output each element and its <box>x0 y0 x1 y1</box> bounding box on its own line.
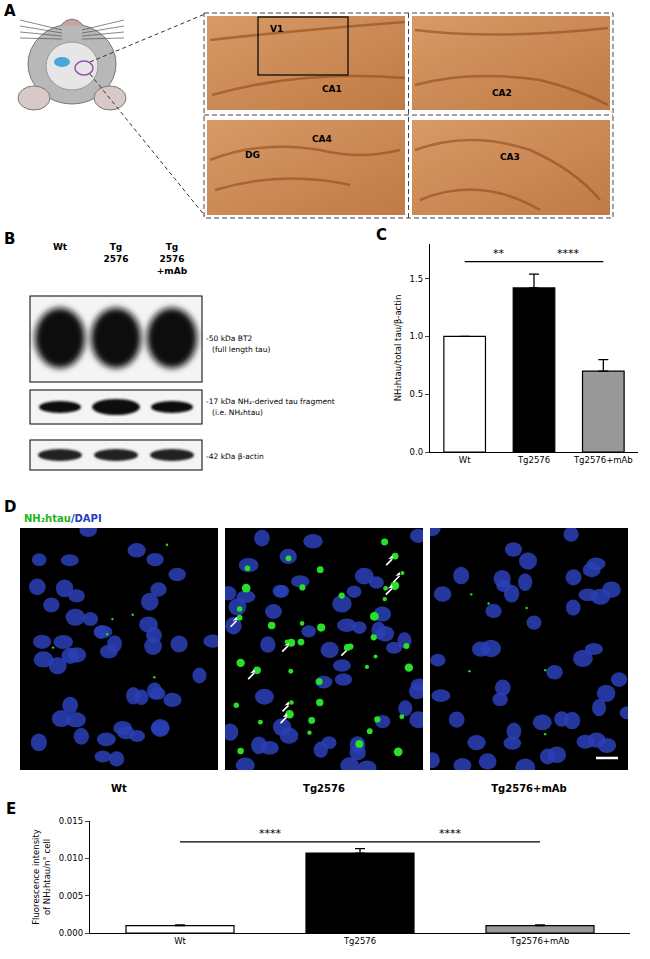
svg-text:CA3: CA3 <box>500 152 520 162</box>
svg-text:V1: V1 <box>270 24 283 34</box>
svg-text:Tg2576+mAb: Tg2576+mAb <box>491 783 567 794</box>
svg-text:1.5: 1.5 <box>410 274 424 284</box>
svg-text:Tg2576+mAb: Tg2576+mAb <box>510 936 570 946</box>
svg-text:D: D <box>4 498 16 516</box>
html-text:C: C <box>376 226 387 244</box>
svg-text:Wt: Wt <box>111 783 127 794</box>
svg-text:0.0: 0.0 <box>410 447 424 457</box>
svg-text:Fluorescence intensityof NH₂ht: Fluorescence intensityof NH₂htau/n° cell <box>31 829 52 925</box>
svg-text:0.000: 0.000 <box>59 928 83 938</box>
svg-text:+mAb: +mAb <box>157 266 188 276</box>
svg-text:Tg2576+mAb: Tg2576+mAb <box>573 455 633 465</box>
svg-text:-17 kDa NH₂-derived tau fragme: -17 kDa NH₂-derived tau fragment <box>206 397 335 406</box>
svg-text:0.015: 0.015 <box>59 816 83 826</box>
svg-text:CA4: CA4 <box>312 134 332 144</box>
svg-text:2576: 2576 <box>159 254 184 264</box>
svg-text:Wt: Wt <box>53 242 68 252</box>
svg-text:Wt: Wt <box>459 455 471 465</box>
svg-text:(i.e. NH₂htau): (i.e. NH₂htau) <box>212 408 263 417</box>
svg-text:****: **** <box>259 827 282 840</box>
svg-text:0.5: 0.5 <box>410 389 424 399</box>
svg-text:Tg: Tg <box>110 242 123 252</box>
svg-text:0.005: 0.005 <box>59 891 83 901</box>
svg-text:NH₂htau/total tau/β-actin: NH₂htau/total tau/β-actin <box>393 295 403 402</box>
svg-text:CA2: CA2 <box>492 88 512 98</box>
svg-text:0.010: 0.010 <box>59 853 83 863</box>
svg-text:2576: 2576 <box>103 254 128 264</box>
svg-text:****: **** <box>557 247 580 260</box>
svg-text:(full length tau): (full length tau) <box>212 345 270 354</box>
svg-text:Tg2576: Tg2576 <box>517 455 550 465</box>
svg-text:-50 kDa BT2: -50 kDa BT2 <box>206 334 252 343</box>
svg-text:****: **** <box>439 827 462 840</box>
svg-text:1.0: 1.0 <box>410 331 424 341</box>
svg-text:A: A <box>4 2 16 20</box>
html-text:E: E <box>6 800 17 818</box>
svg-text:DG: DG <box>245 150 260 160</box>
svg-text:**: ** <box>493 247 505 260</box>
svg-text:NH₂htau/DAPI: NH₂htau/DAPI <box>24 513 102 524</box>
svg-text:Tg2576: Tg2576 <box>303 783 345 794</box>
svg-text:B: B <box>4 230 15 248</box>
svg-text:CA1: CA1 <box>322 84 342 94</box>
svg-text:Tg: Tg <box>166 242 179 252</box>
svg-text:Wt: Wt <box>174 936 186 946</box>
svg-text:Tg2576: Tg2576 <box>343 936 376 946</box>
svg-text:-42 kDa β-actin: -42 kDa β-actin <box>206 452 264 461</box>
